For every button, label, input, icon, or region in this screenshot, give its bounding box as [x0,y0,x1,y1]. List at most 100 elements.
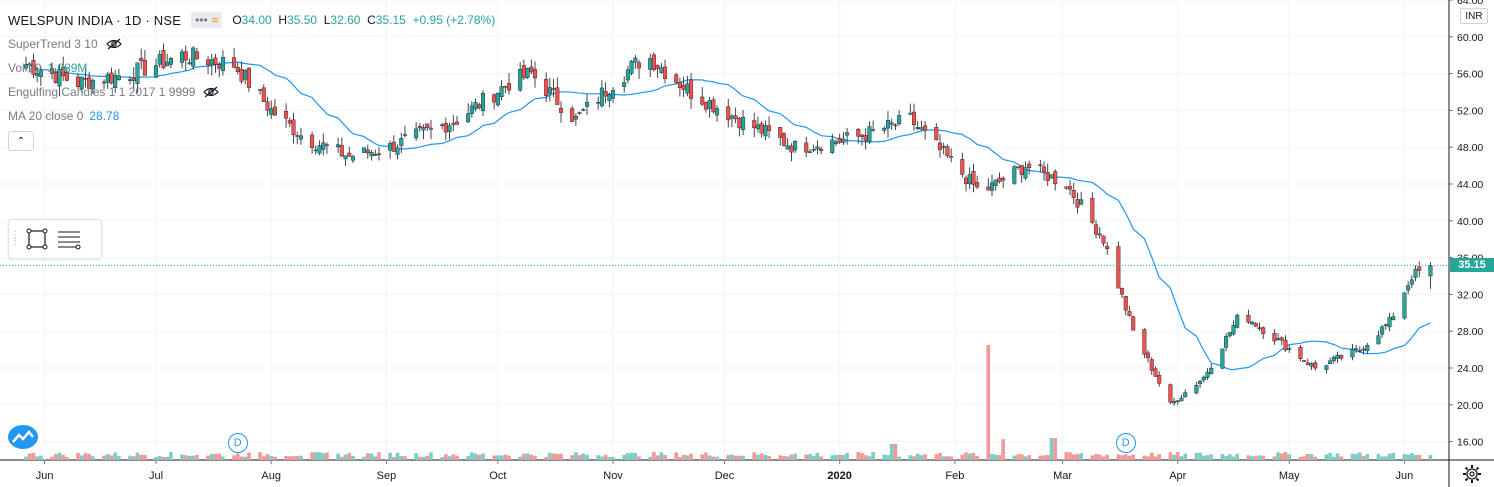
volume-bar [288,456,292,460]
candle-body [1105,245,1110,249]
candle-body [1123,295,1128,311]
candle-body [767,125,772,131]
volume-bar [819,456,823,460]
volume-bar [607,456,612,460]
candle-body [599,87,604,107]
y-tick-label: 56.00 [1457,69,1483,81]
candle-body [793,140,798,151]
candle-body [369,152,374,157]
volume-bar [470,452,474,460]
alert-wave-icon[interactable]: ≈ [211,13,219,27]
volume-bar [1183,453,1188,460]
volume-bar [258,452,262,460]
candle-series [24,43,1433,406]
volume-bar [1071,454,1076,460]
volume-bar [1142,455,1147,460]
tradingview-logo-icon[interactable] [8,425,38,449]
candle-body [633,57,638,63]
volume-bar [730,454,734,460]
volume-bar [1168,452,1173,460]
candle-body [1116,246,1121,289]
candle-body [559,107,564,113]
dots-icon[interactable]: ••• [195,13,208,27]
candle-body [908,112,913,115]
volume-bar [577,455,582,460]
change-value: +0.95 (+2.78%) [412,13,496,27]
volume-bar [414,453,418,460]
volume-bar [139,454,143,460]
candle-body [533,69,538,79]
candle-body [923,125,928,131]
volume-bar [191,455,195,460]
x-tick-label: Apr [1169,470,1186,482]
volume-bar [65,456,69,460]
volume-bar [1053,438,1057,460]
candle-body [1127,311,1132,316]
candle-body [1376,335,1381,345]
volume-bar [183,455,188,460]
engulfing-row[interactable]: Engulfing Candles 1 1 2017 1 9999 [8,80,495,104]
symbol-title[interactable]: WELSPUN INDIA · 1D · NSE [8,12,182,28]
volume-bar [622,454,626,460]
volume-bar [213,453,218,460]
rectangle-tool-icon[interactable] [21,223,53,255]
collapse-legend-button[interactable]: ⌃ [8,131,34,151]
line-tools-icon[interactable] [53,223,85,255]
dividend-marker[interactable]: D [1115,433,1136,453]
candle-body [789,145,794,153]
candle-body [993,179,998,186]
candle-body [1250,321,1255,325]
dividend-marker[interactable]: D [227,433,248,453]
volume-bar [704,452,708,460]
candle-body [1101,235,1106,244]
volume-bar [1365,453,1370,460]
floating-drawing-toolbar[interactable]: ⋮ ⋮ [8,219,102,259]
volume-bar [1402,454,1407,460]
legend-buttons[interactable]: ••• ≈ [191,12,223,28]
candle-body [681,85,686,90]
volume-bar [1068,452,1072,460]
volume-bar [1027,455,1031,460]
candle-body [1079,199,1084,205]
volume-bar [811,455,816,460]
candle-body [1402,292,1407,319]
candle-body [1287,348,1292,350]
volume-bar [507,455,511,460]
hidden-eye-icon[interactable] [203,86,220,98]
candle-body [428,127,433,130]
candle-body [596,102,601,104]
supertrend-row[interactable]: SuperTrend 3 10 [8,32,495,56]
volume-bar [1428,455,1433,460]
volume-bar [919,455,924,460]
volume-bar [689,453,693,460]
currency-label[interactable]: INR [1460,8,1488,24]
volume-bar [626,453,630,460]
volume-bar [1309,454,1314,460]
ma-row[interactable]: MA 20 close 0 28.78 [8,109,120,123]
candle-body [544,79,549,96]
volume-bar [1023,456,1028,460]
volume-bar [83,453,88,460]
y-tick-label: 16.00 [1457,437,1483,449]
candle-body [402,134,407,136]
drag-handle-icon[interactable]: ⋮ ⋮ [10,230,20,247]
settings-gear-icon[interactable] [1462,464,1482,484]
candle-body [1179,397,1184,402]
candle-body [859,134,864,138]
candle-body [1198,380,1203,384]
candle-body [31,60,36,75]
y-tick-label: 44.00 [1457,179,1483,191]
volume-bar [299,455,303,460]
candle-body [1328,360,1333,365]
candle-body [246,67,251,88]
hidden-eye-icon[interactable] [105,38,122,50]
candle-body [1068,186,1073,190]
volume-bar [87,454,91,460]
volume-bar [752,452,757,460]
volume-row[interactable]: Vol 20 1.089M [8,61,88,75]
volume-bar [1298,456,1303,460]
candle-body [1075,199,1080,208]
candle-body [324,144,329,146]
volume-bar [27,453,32,460]
